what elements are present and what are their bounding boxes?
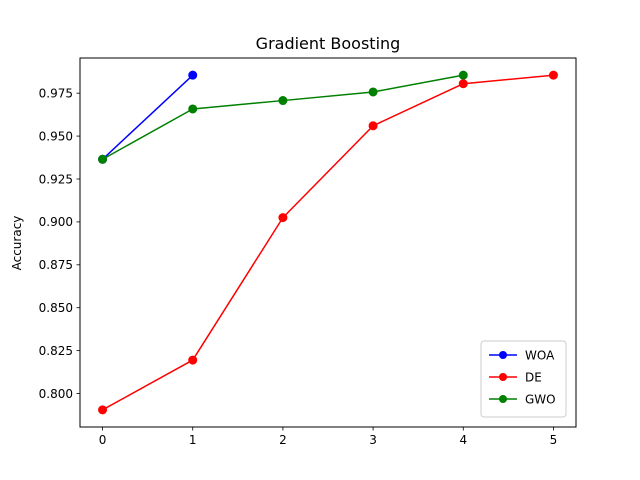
y-tick-label: 0.975 [39,86,73,100]
data-point-de-0 [98,405,108,415]
x-tick-label: 4 [459,433,467,447]
series-group [98,70,558,415]
chart-title: Gradient Boosting [256,34,401,53]
x-tick-label: 0 [99,433,107,447]
data-point-de-5 [548,70,558,80]
series-line-woa [101,74,194,161]
y-tick-label: 0.825 [39,344,73,358]
data-point-de-2 [278,213,288,223]
legend-swatch-marker-gwo [499,395,507,403]
series-line-de [101,74,555,411]
y-tick-label: 0.875 [39,258,73,272]
legend-label-gwo: GWO [525,392,556,406]
data-point-gwo-4 [458,70,468,80]
x-tick-label: 5 [550,433,558,447]
data-point-gwo-0 [98,154,108,164]
data-point-gwo-1 [188,104,198,114]
legend-label-de: DE [525,370,542,384]
y-tick-label: 0.925 [39,172,73,186]
legend-swatch-marker-de [499,373,507,381]
data-point-gwo-3 [368,87,378,97]
legend-label-woa: WOA [525,348,555,362]
x-tick-label: 2 [279,433,287,447]
y-axis-label: Accuracy [10,216,24,271]
plot-frame [79,57,577,428]
legend-swatch-marker-woa [499,351,507,359]
y-tick-label: 0.900 [39,215,73,229]
data-point-de-1 [188,355,198,365]
data-point-woa-1 [188,70,198,80]
legend: WOA DE GWO [480,340,567,418]
y-axis-ticks: 0.800 0.825 0.850 0.875 0.900 0.925 0.950 0.975 [39,86,80,401]
data-point-gwo-2 [278,96,288,106]
y-tick-label: 0.850 [39,301,73,315]
x-tick-label: 3 [369,433,377,447]
x-axis-ticks: 0 1 2 3 4 5 [99,427,558,447]
y-tick-label: 0.950 [39,129,73,143]
plot-area: 0 1 2 3 4 5 0.800 0.825 0.850 0.875 0.900 0.925 0.95… [39,57,577,447]
x-tick-label: 1 [189,433,197,447]
y-tick-label: 0.800 [39,387,73,401]
data-point-de-4 [458,79,468,89]
data-point-de-3 [368,121,378,131]
